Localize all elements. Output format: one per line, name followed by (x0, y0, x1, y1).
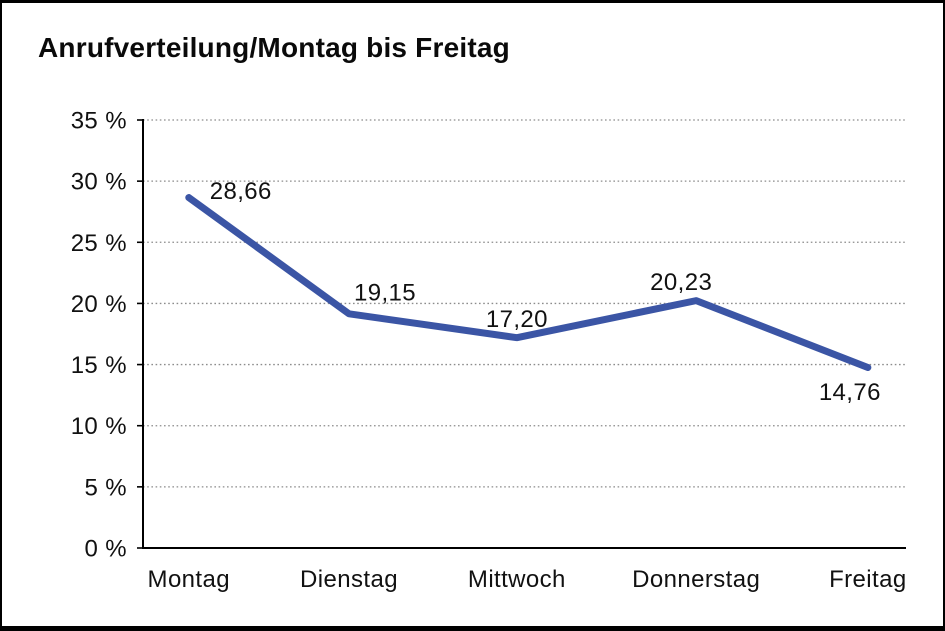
data-value-label: 28,66 (210, 178, 272, 205)
y-tick-label: 0 % (84, 536, 127, 563)
x-category-label: Mittwoch (468, 566, 566, 593)
data-value-label: 20,23 (650, 269, 712, 296)
y-tick-label: 5 % (84, 474, 127, 501)
line-chart: 35 % 30 % 25 % 20 % 15 % 10 % 5 % 0 % Montag Dien… (71, 108, 907, 594)
x-category-label: Montag (148, 566, 230, 593)
x-category-label: Freitag (829, 566, 907, 593)
y-tick-label: 20 % (71, 291, 127, 318)
data-line-anrufverteilung (185, 194, 872, 372)
y-tick-label: 35 % (71, 108, 127, 135)
data-value-label: 14,76 (819, 379, 881, 406)
chart-title: Anrufverteilung/Montag bis Freitag (38, 32, 510, 63)
data-value-label: 19,15 (354, 279, 416, 306)
y-tick-label: 15 % (71, 352, 127, 379)
y-tick-label: 30 % (71, 169, 127, 196)
y-tick-label: 10 % (71, 413, 127, 440)
data-value-label: 17,20 (486, 306, 548, 333)
y-tick-label: 25 % (71, 230, 127, 257)
x-category-label: Donnerstag (632, 566, 760, 593)
x-category-label: Dienstag (300, 566, 398, 593)
